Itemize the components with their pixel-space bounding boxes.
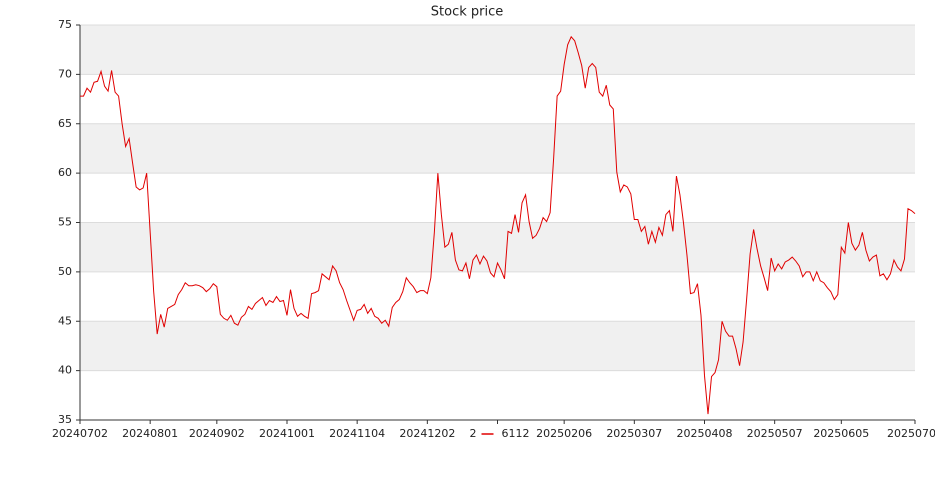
x-tick-label: 20250307 <box>606 427 662 440</box>
grid-band <box>80 123 915 174</box>
y-tick-label: 65 <box>58 117 72 130</box>
x-tick-label: 20250605 <box>813 427 869 440</box>
x-tick-label: 20250507 <box>747 427 803 440</box>
y-tick-label: 70 <box>58 67 72 80</box>
line <box>80 35 916 415</box>
x-tick-label: 20241202 <box>399 427 455 440</box>
chart-title: Stock price <box>431 5 503 20</box>
x-tick-label: 20250703 <box>887 427 935 440</box>
x-tick-label: 20241001 <box>259 427 315 440</box>
y-tick-label: 75 <box>58 18 72 31</box>
y-tick-label: 45 <box>58 314 72 327</box>
x-tick-label: 20250206 <box>536 427 592 440</box>
x-tick-label: 20240702 <box>52 427 108 440</box>
legend: 6112 <box>475 426 536 442</box>
y-tick-label: 35 <box>58 413 72 426</box>
x-tick-label: 20250408 <box>676 427 732 440</box>
x-tick-label: 20241104 <box>329 427 385 440</box>
grid-band <box>80 25 915 75</box>
y-tick-label: 40 <box>58 364 72 377</box>
y-tick-label: 50 <box>58 265 72 278</box>
x-tick-label: 20240902 <box>189 427 245 440</box>
x-tick-label: 20240801 <box>122 427 178 440</box>
y-tick-label: 55 <box>58 216 72 229</box>
legend-box <box>475 426 536 442</box>
y-tick-label: 60 <box>58 166 72 179</box>
grid-band <box>80 321 915 371</box>
legend-label: 6112 <box>502 427 530 440</box>
